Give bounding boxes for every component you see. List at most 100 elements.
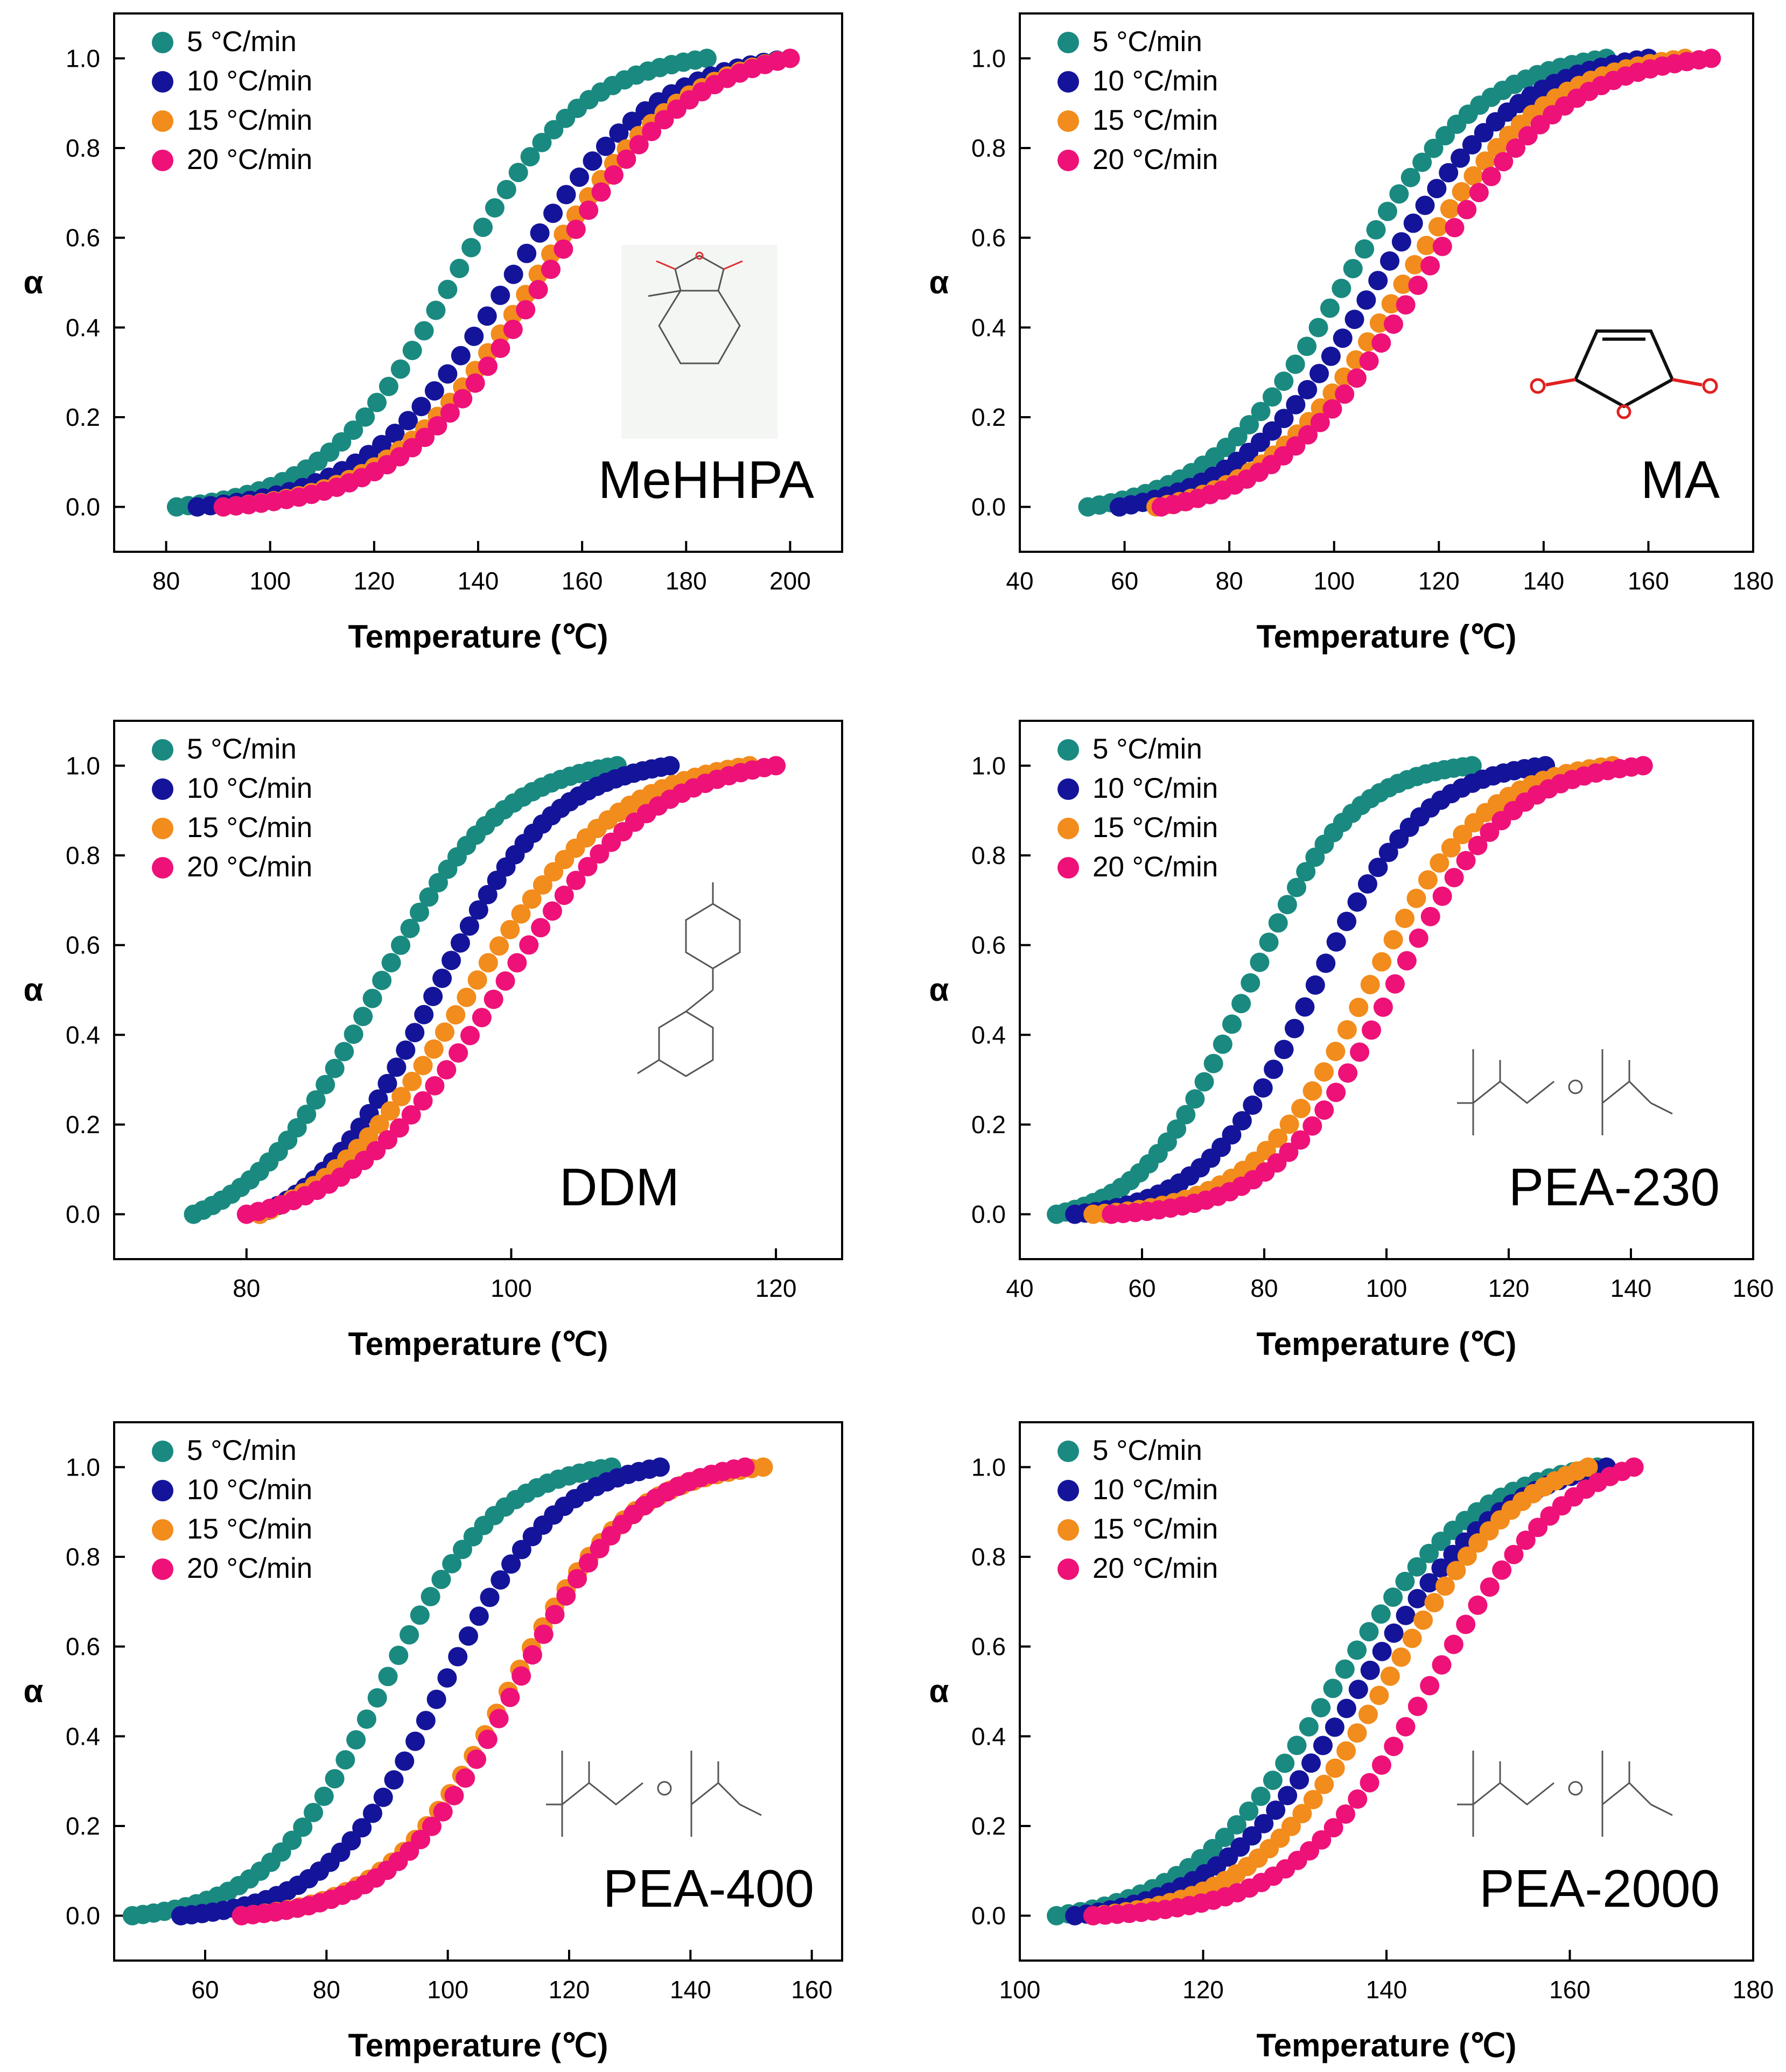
data-point (1463, 166, 1483, 186)
data-point (437, 1060, 457, 1080)
data-point (697, 48, 717, 68)
data-point (501, 1554, 521, 1574)
data-point (1371, 333, 1391, 353)
bond-amine-bottom (637, 1059, 660, 1074)
data-point (1504, 1544, 1524, 1564)
data-point (596, 136, 615, 156)
data-point (1492, 1560, 1512, 1580)
data-point (1213, 1034, 1232, 1054)
data-point (1251, 1786, 1271, 1806)
series-4 (1083, 1457, 1644, 1926)
data-point (428, 873, 448, 893)
data-point (1397, 951, 1417, 971)
data-point (1407, 1589, 1427, 1609)
legend-label-2: 10 °C/min (1092, 1474, 1218, 1506)
data-point (1241, 973, 1260, 993)
data-point (1232, 1111, 1252, 1131)
x-tick-label: 80 (152, 567, 180, 595)
data-point (1287, 1736, 1307, 1755)
data-point (1268, 1128, 1288, 1148)
legend-marker-1 (152, 1441, 173, 1462)
data-point (344, 420, 363, 440)
data-point (1227, 1815, 1246, 1835)
data-point (780, 48, 800, 68)
chain-left (1457, 1751, 1554, 1837)
data-point (316, 1074, 335, 1094)
atom-ether-oxygen (1568, 1781, 1583, 1796)
data-point (1420, 1676, 1440, 1696)
data-point (556, 1586, 576, 1606)
data-point (1215, 1828, 1235, 1848)
data-point (1298, 425, 1318, 445)
data-point (528, 279, 548, 299)
data-point (1305, 975, 1325, 995)
data-point (1228, 427, 1248, 447)
data-point (1389, 184, 1409, 204)
data-point (1444, 868, 1464, 888)
data-point (1222, 1125, 1242, 1145)
series-4 (1151, 48, 1721, 517)
series-4 (236, 756, 786, 1224)
data-point (495, 971, 515, 991)
data-point (484, 989, 503, 1009)
data-point (416, 1711, 436, 1731)
data-point (1347, 1640, 1367, 1660)
data-point (1475, 151, 1495, 171)
chart-panel-6: 0.0 0.2 0.4 0.6 0.8 1.0 100 120 140 160 180 Tempera… (929, 1421, 1774, 2063)
data-point (650, 1457, 670, 1477)
data-point (1243, 1095, 1263, 1115)
data-point (554, 886, 574, 905)
data-point (466, 1750, 486, 1769)
data-point (1578, 1457, 1598, 1477)
data-point (448, 1647, 468, 1667)
y-axis-title: α (929, 264, 949, 300)
x-tick-label: 100 (1366, 1274, 1407, 1302)
data-point (435, 1022, 454, 1042)
data-point (1432, 1655, 1452, 1675)
data-point (1383, 930, 1403, 950)
x-tick-label: 120 (1488, 1274, 1530, 1302)
data-point (1185, 1089, 1205, 1109)
data-point (478, 953, 498, 973)
data-point (508, 163, 528, 182)
data-point (522, 1645, 542, 1665)
x-tick-label: 160 (1733, 1274, 1774, 1302)
data-point (1417, 235, 1437, 255)
data-point (1468, 1595, 1488, 1615)
atom-oxygen-left (1530, 378, 1546, 394)
y-tick-label: 0.0 (66, 493, 100, 521)
data-point (1701, 48, 1721, 68)
data-point (1303, 1789, 1323, 1809)
data-point (477, 306, 497, 326)
legend-label-4: 20 °C/min (187, 1553, 312, 1584)
data-point (344, 1024, 363, 1044)
chemical-structure-3 (637, 882, 741, 1077)
data-point (579, 200, 599, 220)
data-point (1285, 354, 1305, 374)
data-point (1362, 1020, 1382, 1040)
chain-right (690, 1751, 762, 1837)
data-point (425, 1076, 445, 1095)
data-point (1335, 1659, 1355, 1679)
atom-oxygen (695, 251, 704, 260)
x-tick-label: 120 (755, 1274, 797, 1302)
data-point (438, 279, 458, 299)
legend-label-1: 5 °C/min (187, 26, 297, 58)
data-point (1264, 1059, 1284, 1079)
data-point (500, 1688, 520, 1708)
legend-label-1: 5 °C/min (187, 1435, 297, 1466)
x-tick-label: 80 (233, 1274, 260, 1302)
data-point (373, 1787, 393, 1807)
structure-background (621, 245, 778, 439)
data-point (372, 434, 392, 454)
y-axis-title: α (24, 972, 44, 1008)
data-point (472, 1008, 492, 1028)
data-point (1356, 290, 1376, 310)
data-point (325, 1769, 345, 1789)
data-point (451, 346, 471, 366)
data-point (391, 1087, 411, 1107)
data-point (522, 889, 542, 909)
series-1 (184, 756, 627, 1224)
data-point (433, 1802, 453, 1822)
